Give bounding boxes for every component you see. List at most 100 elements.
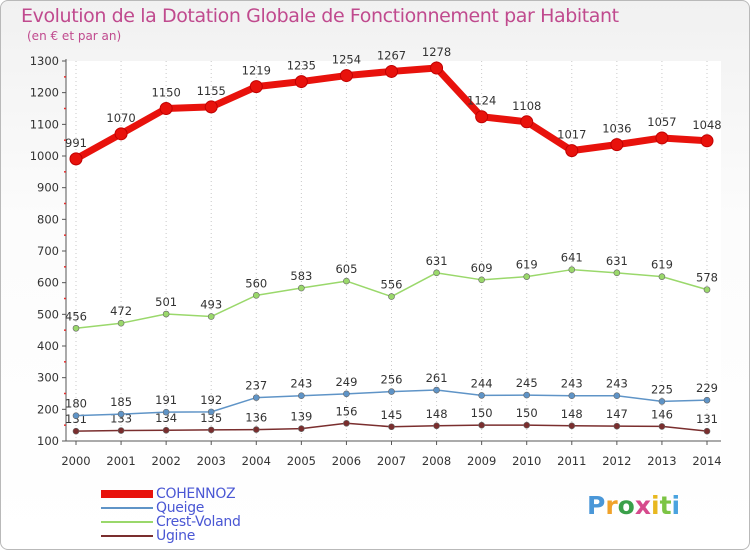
data-label: 139 xyxy=(290,410,312,424)
y-tick-label: 1200 xyxy=(30,86,59,100)
data-label: 631 xyxy=(606,254,628,268)
data-label: 1017 xyxy=(557,128,586,142)
data-label: 1108 xyxy=(512,99,541,113)
data-point xyxy=(388,423,395,431)
data-point xyxy=(117,427,125,434)
data-point xyxy=(343,390,350,398)
y-tick-label: 900 xyxy=(37,181,59,195)
x-tick-label: 2003 xyxy=(197,454,226,468)
data-point xyxy=(430,61,444,75)
data-label: 578 xyxy=(696,271,718,285)
data-label: 1036 xyxy=(602,122,631,136)
data-point xyxy=(117,410,125,418)
data-point xyxy=(298,425,305,432)
data-label: 147 xyxy=(606,407,628,421)
data-label: 244 xyxy=(471,376,493,390)
y-tick-label: 1100 xyxy=(30,117,59,131)
data-point xyxy=(343,277,350,285)
legend-swatch xyxy=(101,535,153,537)
data-point xyxy=(252,394,260,401)
data-point xyxy=(523,273,531,280)
data-point xyxy=(520,115,534,129)
data-point xyxy=(388,293,395,300)
y-tick-label: 700 xyxy=(37,244,59,258)
data-point xyxy=(433,269,440,277)
data-label: 1235 xyxy=(287,59,316,73)
data-point xyxy=(252,292,260,299)
data-label: 609 xyxy=(471,261,493,275)
x-tick-label: 2001 xyxy=(106,454,135,468)
data-label: 631 xyxy=(426,254,448,268)
data-point xyxy=(703,286,711,293)
y-tick-label: 100 xyxy=(37,434,59,448)
data-point xyxy=(114,127,128,141)
legend-swatch xyxy=(101,490,153,498)
data-label: 256 xyxy=(381,373,403,387)
data-label: 1124 xyxy=(467,94,496,108)
data-point xyxy=(703,396,711,404)
data-label: 1155 xyxy=(197,84,226,98)
data-label: 185 xyxy=(110,395,132,409)
data-point xyxy=(298,284,305,292)
data-label: 493 xyxy=(200,298,222,312)
data-point xyxy=(613,422,621,430)
data-label: 148 xyxy=(561,407,583,421)
data-label: 1057 xyxy=(647,115,676,129)
data-point xyxy=(655,131,669,145)
plot-area xyxy=(66,61,721,441)
data-label: 641 xyxy=(561,251,583,265)
data-label: 145 xyxy=(381,408,403,422)
y-tick-label: 600 xyxy=(37,276,59,290)
data-label: 1267 xyxy=(377,48,406,62)
data-label: 456 xyxy=(65,309,87,323)
data-label: 1070 xyxy=(106,111,135,125)
y-tick-label: 1300 xyxy=(30,54,59,68)
data-point xyxy=(613,269,621,277)
data-point xyxy=(298,392,305,400)
data-point xyxy=(252,426,260,433)
data-label: 1150 xyxy=(152,86,181,100)
data-point xyxy=(69,152,83,166)
data-label: 237 xyxy=(245,379,267,393)
data-point xyxy=(162,426,170,434)
data-point xyxy=(568,422,576,430)
data-point xyxy=(433,422,440,430)
chart-subtitle: (en € et par an) xyxy=(27,29,122,43)
data-point xyxy=(294,75,308,89)
data-point xyxy=(613,392,621,400)
data-label: 1254 xyxy=(332,53,361,67)
data-point xyxy=(249,80,263,94)
data-point xyxy=(565,144,579,158)
data-label: 472 xyxy=(110,304,132,318)
data-label: 136 xyxy=(245,411,267,425)
data-point xyxy=(72,412,80,419)
data-label: 249 xyxy=(335,375,357,389)
x-tick-label: 2002 xyxy=(152,454,181,468)
data-label: 243 xyxy=(290,377,312,391)
legend-item: COHENNOZ xyxy=(101,487,241,501)
data-point xyxy=(117,319,125,327)
data-point xyxy=(433,386,440,394)
x-tick-label: 2014 xyxy=(692,454,721,468)
x-tick-label: 2008 xyxy=(422,454,451,468)
data-point xyxy=(339,69,353,83)
data-label: 560 xyxy=(245,276,267,290)
data-point xyxy=(385,64,398,78)
legend: COHENNOZ Queige Crest-Voland Ugine xyxy=(101,487,241,543)
data-point xyxy=(610,138,624,152)
x-tick-label: 2000 xyxy=(61,454,90,468)
data-label: 243 xyxy=(561,377,583,391)
y-tick-label: 1000 xyxy=(30,149,59,163)
data-point xyxy=(207,313,215,320)
legend-label: Ugine xyxy=(156,528,196,544)
data-point xyxy=(478,276,485,284)
data-label: 583 xyxy=(290,269,312,283)
data-label: 191 xyxy=(155,393,177,407)
data-label: 245 xyxy=(516,376,538,390)
legend-swatch xyxy=(101,507,153,509)
data-label: 1219 xyxy=(242,64,271,78)
x-tick-label: 2011 xyxy=(557,454,586,468)
data-point xyxy=(658,423,666,430)
